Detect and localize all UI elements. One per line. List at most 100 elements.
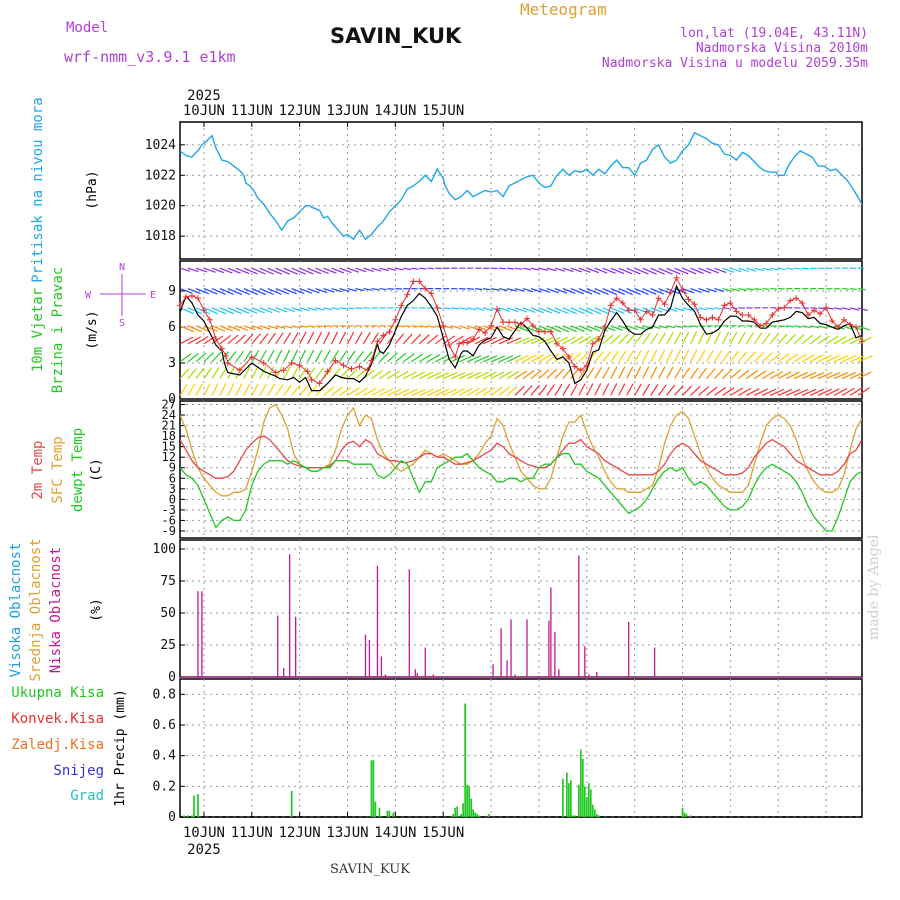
precip-bar [187,815,189,817]
wind-barb [642,307,655,313]
wind-barb [705,350,714,363]
wind-barb [721,350,731,363]
wind-barb [346,331,355,345]
wind-barb [307,349,315,363]
wind-barb [355,350,364,363]
wind-barb [754,288,762,291]
wind-barb [594,267,608,274]
wind-barb [626,383,634,396]
wind-barb [355,387,369,396]
wind-barb [275,332,284,345]
wind-barb [714,386,727,396]
wind-barb [195,307,211,315]
wind-barb [522,267,532,271]
wind-barb [538,369,550,380]
wind-barb [474,307,485,311]
precip-bar [474,812,476,817]
temp-legend-sfc: SFC Temp [50,436,66,503]
wind-barb [530,307,544,314]
wind-barb [730,387,743,396]
precip-bar [290,790,293,817]
precip-bar [562,778,564,817]
wind-barb [347,267,360,273]
wind-barb [650,332,659,345]
wind-barb [761,352,773,363]
y-tick-label: -9 [162,524,176,538]
wind-barb [849,288,858,291]
wind-barb [753,332,763,345]
wind-barb [243,325,256,331]
wind-barb [315,307,325,311]
wind-barb [642,332,651,345]
wind-barb [323,267,337,274]
wind-barb [195,367,205,379]
wind-barb [283,332,292,345]
precip-unit: 1hr Precip (mm) [113,689,128,806]
wind-barb [738,288,747,291]
wind-barb [450,388,465,396]
wind-barb [769,371,784,380]
wind-barb [331,350,339,363]
wind-barb [714,267,727,274]
wind-barb [554,288,568,294]
wind-barb [347,288,357,292]
wind-barb [674,385,684,396]
wind-barb [203,367,212,379]
wind-barb [482,387,495,396]
wind-barb [849,355,865,363]
wind-barb [427,371,442,380]
wind-barb [713,368,724,380]
wind-barb [291,384,301,396]
wind-barb [857,336,872,345]
wind-barb [841,336,856,345]
footer-station: SAVIN_KUK [330,862,410,877]
wind-barb [466,355,482,363]
wind-barb [841,307,851,311]
panel-frame [179,539,863,678]
wind-barb [690,367,699,379]
wind-barb [705,331,714,345]
wind-barb [586,288,601,295]
y-tick-label: 0 [168,670,176,685]
wind-barb [426,334,439,345]
wind-barb [514,267,523,270]
wind-barb [786,267,794,270]
wind-barb [546,288,559,294]
wind-barb [658,349,666,363]
wind-barb [371,288,380,291]
wind-barb [307,288,320,294]
wind-barb [562,267,574,273]
y-tick-label: 50 [160,606,176,621]
wind-barb [570,352,582,363]
wind-barb [737,332,746,345]
wind-barb [530,337,546,345]
x-tick-label: 10JUN [183,825,225,841]
wind-barb [211,325,226,332]
wind-barb [179,368,190,380]
wind-barb [498,337,514,345]
wind-barb [794,267,802,270]
wind-barb [538,353,552,363]
wind-barb [721,368,733,380]
wind-barb [769,333,780,345]
y-tick-label: 12 [162,450,176,464]
wind-barb [387,388,402,396]
wind-barb [243,366,251,379]
wind-barb [642,349,650,363]
wind-barb [291,267,306,275]
wind-barb [315,349,323,363]
wind-barb [825,372,841,380]
wind-barb [235,325,248,331]
precip-bar [183,815,185,817]
wind-barb [347,387,360,396]
wind-barb [203,267,216,273]
wind-barb [243,267,258,275]
wind-barb [514,337,530,345]
wind-barb [506,354,521,363]
wind-barb [315,367,324,379]
wind-barb [435,371,450,380]
wind-barb [299,331,307,345]
precip-bar [681,807,684,817]
wind-barb [506,288,517,292]
